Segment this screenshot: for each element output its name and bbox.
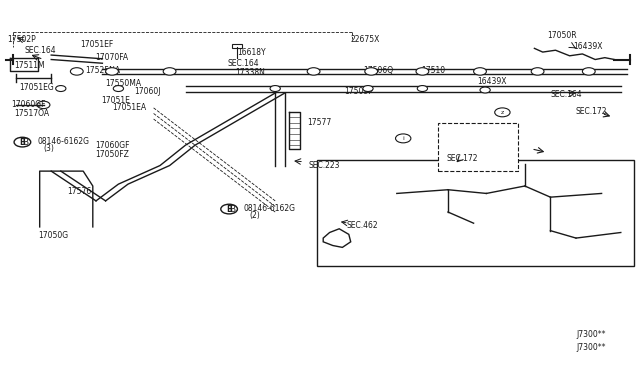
Text: J7300**: J7300** xyxy=(576,330,605,339)
Text: B: B xyxy=(227,205,232,214)
Text: 17050R: 17050R xyxy=(547,31,577,40)
Text: i: i xyxy=(403,136,404,141)
Text: SEC.172: SEC.172 xyxy=(447,154,478,163)
Text: 17070FA: 17070FA xyxy=(95,53,128,62)
Text: 17525NA: 17525NA xyxy=(85,66,120,75)
Text: 16439X: 16439X xyxy=(573,42,602,51)
Circle shape xyxy=(70,68,83,75)
Circle shape xyxy=(365,68,378,75)
Text: 08146-6162G: 08146-6162G xyxy=(37,137,89,146)
Text: 17517OA: 17517OA xyxy=(14,109,49,118)
Circle shape xyxy=(163,68,176,75)
Text: B: B xyxy=(22,138,29,147)
Text: 17506Q: 17506Q xyxy=(364,66,394,75)
Text: 17060GF: 17060GF xyxy=(95,141,129,150)
Text: 17509P: 17509P xyxy=(344,87,373,96)
Bar xyxy=(438,123,518,171)
Circle shape xyxy=(307,68,320,75)
Text: 17338N: 17338N xyxy=(236,68,266,77)
Circle shape xyxy=(531,68,544,75)
Text: 17050G: 17050G xyxy=(38,231,68,240)
Bar xyxy=(317,160,634,266)
Circle shape xyxy=(480,87,490,93)
Circle shape xyxy=(106,68,118,75)
Text: SEC.164: SEC.164 xyxy=(550,90,582,99)
Text: 16618Y: 16618Y xyxy=(237,48,266,57)
Text: SEC.172: SEC.172 xyxy=(576,107,607,116)
Text: 17051EG: 17051EG xyxy=(19,83,54,92)
Text: J7300**: J7300** xyxy=(576,343,605,352)
Circle shape xyxy=(474,68,486,75)
Text: B: B xyxy=(20,138,25,147)
Text: SEC.223: SEC.223 xyxy=(308,161,340,170)
Polygon shape xyxy=(323,229,351,247)
Circle shape xyxy=(582,68,595,75)
Text: 17051EA: 17051EA xyxy=(112,103,146,112)
Text: 16439X: 16439X xyxy=(477,77,506,86)
Text: (2): (2) xyxy=(250,211,260,220)
Circle shape xyxy=(270,86,280,92)
Text: 17502P: 17502P xyxy=(8,35,36,44)
Text: 17051EF: 17051EF xyxy=(80,40,113,49)
Circle shape xyxy=(417,86,428,92)
Circle shape xyxy=(113,86,124,92)
Text: 17577: 17577 xyxy=(307,118,332,127)
Text: 17050FZ: 17050FZ xyxy=(95,150,129,159)
Text: 17511M: 17511M xyxy=(14,61,45,70)
Circle shape xyxy=(396,134,411,143)
Text: SEC.462: SEC.462 xyxy=(347,221,378,230)
Circle shape xyxy=(56,86,66,92)
Text: SEC.164: SEC.164 xyxy=(24,46,56,55)
Text: z: z xyxy=(500,110,504,115)
Text: 22675X: 22675X xyxy=(351,35,380,44)
Circle shape xyxy=(37,101,50,109)
Bar xyxy=(232,44,242,48)
Text: (3): (3) xyxy=(44,144,54,153)
Circle shape xyxy=(495,108,510,117)
Circle shape xyxy=(416,68,429,75)
Text: B: B xyxy=(229,205,236,214)
Circle shape xyxy=(363,86,373,92)
Circle shape xyxy=(221,204,237,214)
Text: 17051E: 17051E xyxy=(101,96,130,105)
Text: 17060GF: 17060GF xyxy=(12,100,46,109)
Text: 17550MA: 17550MA xyxy=(106,79,141,88)
Text: 17060J: 17060J xyxy=(134,87,161,96)
Text: 17510: 17510 xyxy=(421,66,445,75)
Text: SEC.164: SEC.164 xyxy=(227,59,259,68)
Text: 08146-6162G: 08146-6162G xyxy=(243,204,295,213)
Circle shape xyxy=(14,137,31,147)
Text: 17576: 17576 xyxy=(67,187,92,196)
